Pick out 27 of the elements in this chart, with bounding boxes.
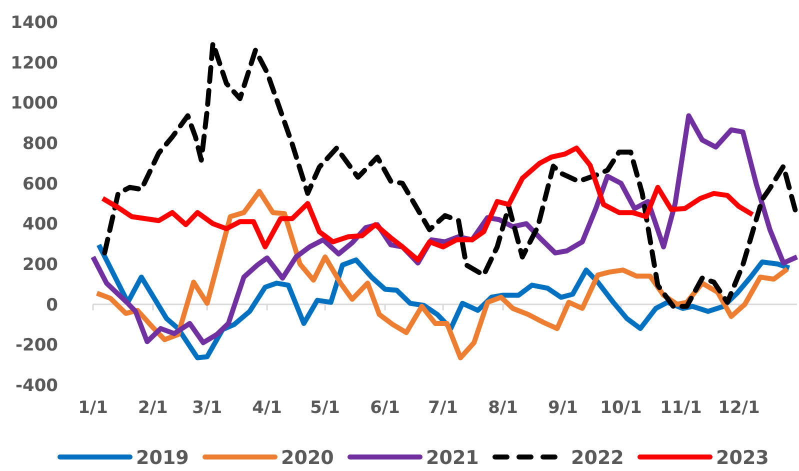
y-tick-label: 800 (22, 134, 58, 154)
x-tick-label: 1/1 (78, 398, 108, 418)
y-tick-label: -400 (15, 376, 58, 396)
legend-label: 2023 (716, 447, 769, 469)
y-tick-label: 1200 (10, 53, 58, 74)
x-tick-label: 12/1 (718, 398, 760, 418)
x-tick-label: 8/1 (488, 398, 518, 418)
x-tick-label: 4/1 (252, 398, 282, 418)
y-tick-label: 0 (46, 295, 58, 316)
legend-label: 2022 (571, 447, 624, 469)
x-tick-label: 11/1 (660, 398, 702, 418)
y-tick-label: 600 (22, 174, 58, 194)
y-tick-label: 400 (22, 214, 58, 235)
legend-label: 2020 (281, 447, 334, 469)
y-tick-label: -200 (15, 336, 58, 356)
x-tick-label: 3/1 (192, 398, 222, 418)
x-tick-label: 5/1 (310, 398, 340, 418)
y-tick-label: 1000 (10, 94, 58, 114)
x-tick-label: 10/1 (600, 398, 642, 418)
legend-label: 2019 (136, 447, 189, 469)
legend-label: 2021 (426, 447, 479, 469)
x-tick-label: 7/1 (428, 398, 458, 418)
x-tick-label: 2/1 (138, 398, 168, 418)
x-tick-label: 6/1 (370, 398, 400, 418)
y-tick-label: 200 (22, 254, 58, 275)
x-tick-label: 9/1 (548, 398, 578, 418)
y-tick-label: 1400 (10, 12, 58, 33)
